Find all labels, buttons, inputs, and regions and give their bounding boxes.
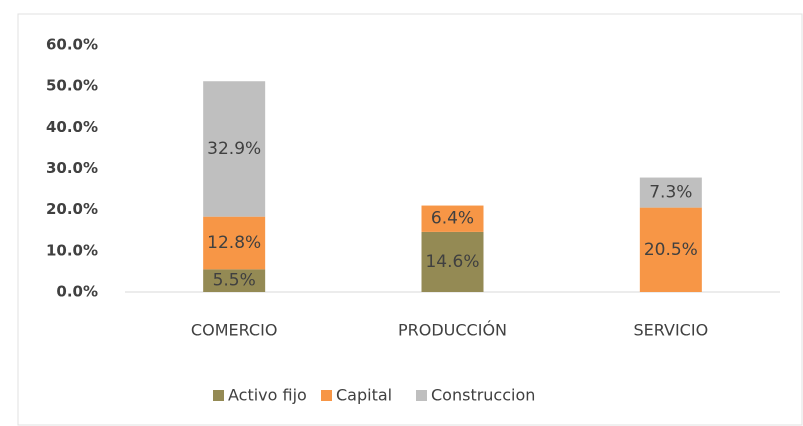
data-label: 20.5% <box>644 240 698 260</box>
y-tick-label: 40.0% <box>46 118 98 136</box>
legend-label: Construccion <box>431 386 535 405</box>
x-tick-label: SERVICIO <box>634 321 709 340</box>
data-label: 6.4% <box>431 209 474 229</box>
bar-segment <box>421 205 484 232</box>
bar-segment <box>639 207 702 292</box>
bar-segment <box>203 81 266 217</box>
bar-segment <box>421 231 484 292</box>
data-label: 32.9% <box>207 139 261 159</box>
y-tick-label: 30.0% <box>46 159 98 177</box>
x-tick-label: PRODUCCIÓN <box>398 321 507 340</box>
legend-swatch <box>213 390 224 401</box>
legend-label: Activo fijo <box>228 386 307 405</box>
data-label: 14.6% <box>425 252 479 272</box>
legend-swatch <box>416 390 427 401</box>
y-tick-label: 50.0% <box>46 77 98 95</box>
y-tick-label: 10.0% <box>46 241 98 259</box>
x-tick-label: COMERCIO <box>191 321 277 340</box>
y-tick-label: 20.0% <box>46 200 98 218</box>
data-label: 7.3% <box>649 183 692 203</box>
y-tick-label: 60.0% <box>46 36 98 54</box>
data-label: 5.5% <box>213 271 256 291</box>
bar-segment <box>639 177 702 208</box>
legend-swatch <box>321 390 332 401</box>
bar-segment <box>203 216 266 270</box>
legend-label: Capital <box>336 386 392 405</box>
data-label: 12.8% <box>207 233 261 253</box>
bar-segment <box>203 269 266 292</box>
y-tick-label: 0.0% <box>56 283 98 301</box>
